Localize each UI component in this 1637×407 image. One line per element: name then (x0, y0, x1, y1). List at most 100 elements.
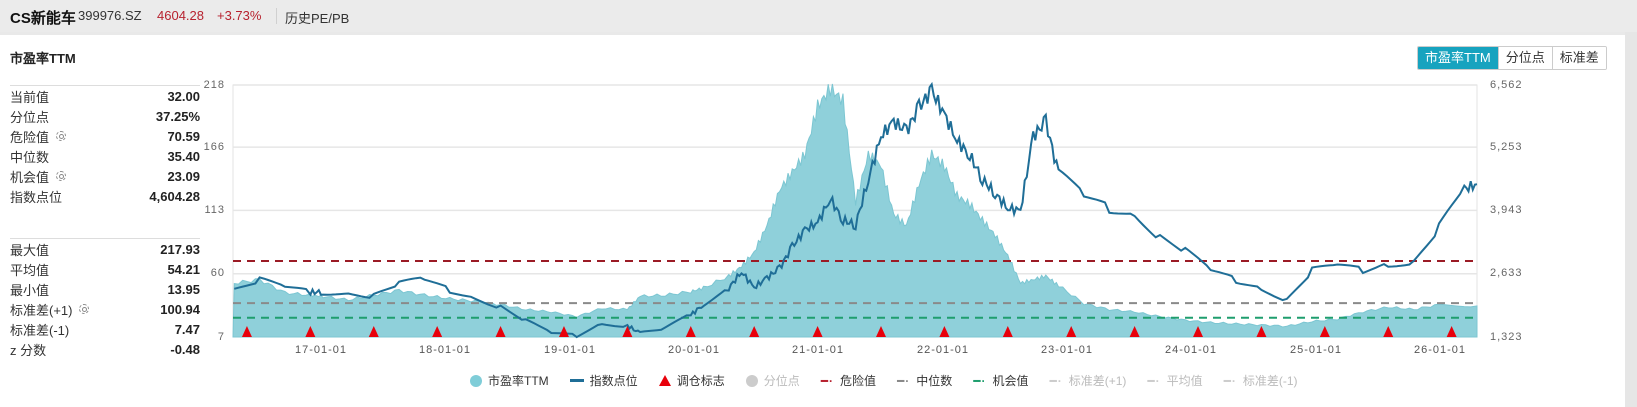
line-icon (569, 379, 584, 382)
stat-row: 最大值 217.93 (10, 239, 200, 259)
stat-value: 37.25% (155, 108, 200, 124)
right-axis-tick: 3,943 (1490, 204, 1523, 216)
x-axis-tick: 21-01-01 (791, 344, 845, 356)
legend-item[interactable]: ━· 平均值 (1147, 372, 1202, 389)
legend-label: 分位点 (763, 374, 800, 388)
stat-value: 32.00 (167, 88, 200, 104)
divider (276, 8, 277, 24)
left-axis-tick: 60 (210, 267, 225, 279)
stat-label: 危险值 (10, 127, 67, 146)
dashed-line-icon: ━· (1223, 373, 1237, 388)
stat-label-text: 最小值 (10, 282, 50, 298)
stat-row: 标准差(-1) 7.47 (10, 319, 200, 339)
stat-value: 70.59 (167, 128, 200, 144)
legend-item[interactable]: 指数点位 (569, 372, 638, 389)
stat-value: -0.48 (170, 341, 200, 357)
rebalance-marker-icon (368, 326, 379, 337)
rebalance-marker-icon (1129, 326, 1140, 337)
stats-secondary: 最大值 217.93 平均值 54.21 最小值 13.95 标准差(+1) 100.94 标准… (10, 238, 200, 359)
circle-icon (470, 374, 482, 387)
rebalance-marker-icon (1446, 326, 1457, 337)
stat-label-text: 机会值 (10, 169, 50, 185)
rebalance-marker-icon (432, 326, 443, 337)
stat-label-text: 最大值 (10, 242, 50, 258)
legend-item[interactable]: 市盈率TTM (470, 372, 549, 389)
card-title: 市盈率TTM (10, 51, 76, 66)
stat-row: 分位点 37.25% (10, 106, 200, 126)
right-axis-tick: 2,633 (1490, 267, 1523, 279)
stat-row: 机会值 23.09 (10, 166, 200, 186)
stat-label: 平均值 (10, 260, 49, 279)
gear-icon[interactable] (56, 171, 67, 181)
legend-item[interactable]: 调仓标志 (658, 372, 725, 389)
triangle-icon (658, 375, 671, 386)
legend-label: 机会值 (992, 374, 1029, 388)
x-axis-tick: 19-01-01 (543, 344, 597, 356)
stat-label-text: z 分数 (10, 342, 47, 358)
legend-label: 指数点位 (589, 374, 638, 388)
legend-label: 调仓标志 (676, 374, 725, 388)
right-axis-tick: 6,562 (1490, 79, 1523, 91)
stat-value: 217.93 (160, 241, 200, 257)
stat-label: 最大值 (10, 240, 49, 259)
x-axis-tick: 22-01-01 (916, 344, 970, 356)
stat-label-text: 指数点位 (10, 189, 63, 205)
legend-label: 标准差(-1) (1242, 374, 1298, 388)
rebalance-marker-icon (939, 326, 950, 337)
stat-value: 100.94 (160, 301, 200, 317)
right-axis-tick: 5,253 (1490, 141, 1523, 153)
stat-label: 标准差(+1) (10, 300, 90, 319)
index-name: CS新能车 (10, 10, 76, 27)
legend-label: 平均值 (1166, 374, 1203, 388)
right-axis-tick: 1,323 (1490, 331, 1523, 343)
stat-label-text: 危险值 (10, 129, 50, 145)
stat-label-text: 中位数 (10, 149, 50, 165)
index-code: 399976.SZ (78, 8, 142, 23)
left-axis-tick: 166 (203, 141, 225, 153)
tab-std-dev[interactable]: 标准差 (1551, 47, 1606, 69)
index-price: 4604.28 (157, 8, 204, 23)
legend-item[interactable]: ━· 机会值 (973, 372, 1028, 389)
legend-label: 标准差(+1) (1068, 374, 1127, 388)
index-change: +3.73% (217, 8, 262, 23)
stat-label-text: 标准差(+1) (10, 302, 73, 318)
stat-value: 54.21 (167, 261, 200, 277)
rebalance-marker-icon (622, 326, 633, 337)
stat-label: 指数点位 (10, 187, 62, 206)
metric-tabs: 市盈率TTM 分位点 标准差 (1417, 46, 1607, 70)
legend-item[interactable]: ━· 中位数 (897, 372, 952, 389)
rebalance-marker-icon (558, 326, 569, 337)
legend-item[interactable]: ━· 标准差(+1) (1049, 372, 1126, 389)
legend-item[interactable]: ━· 标准差(-1) (1224, 372, 1298, 389)
gear-icon[interactable] (79, 304, 90, 314)
stat-row: 危险值 70.59 (10, 126, 200, 146)
stat-value: 35.40 (167, 148, 200, 164)
stat-label-text: 平均值 (10, 262, 50, 278)
stat-label: 最小值 (10, 280, 49, 299)
x-axis-tick: 26-01-01 (1413, 344, 1467, 356)
stat-label-text: 分位点 (10, 109, 50, 125)
stat-value: 23.09 (167, 168, 200, 184)
rebalance-marker-icon (495, 326, 506, 337)
stat-row: z 分数 -0.48 (10, 339, 200, 359)
legend-item[interactable]: ━· 危险值 (821, 372, 876, 389)
scrollbar[interactable] (1625, 32, 1637, 407)
stat-label: z 分数 (10, 340, 46, 359)
history-pe-pb-link[interactable]: 历史PE/PB (285, 11, 350, 26)
rebalance-marker-icon (875, 326, 886, 337)
stat-row: 最小值 13.95 (10, 279, 200, 299)
tab-percentile[interactable]: 分位点 (1497, 47, 1552, 69)
rebalance-marker-icon (305, 326, 316, 337)
legend-label: 市盈率TTM (488, 374, 549, 388)
left-axis-tick: 218 (203, 79, 225, 91)
legend-item[interactable]: 分位点 (745, 372, 800, 389)
stat-label: 当前值 (10, 87, 49, 106)
x-axis-tick: 20-01-01 (667, 344, 721, 356)
left-axis-tick: 7 (217, 331, 225, 343)
rebalance-marker-icon (1066, 326, 1077, 337)
rebalance-marker-icon (1002, 326, 1013, 337)
x-axis-tick: 25-01-01 (1289, 344, 1343, 356)
tab-pe-ttm[interactable]: 市盈率TTM (1418, 47, 1498, 69)
gear-icon[interactable] (56, 131, 67, 141)
